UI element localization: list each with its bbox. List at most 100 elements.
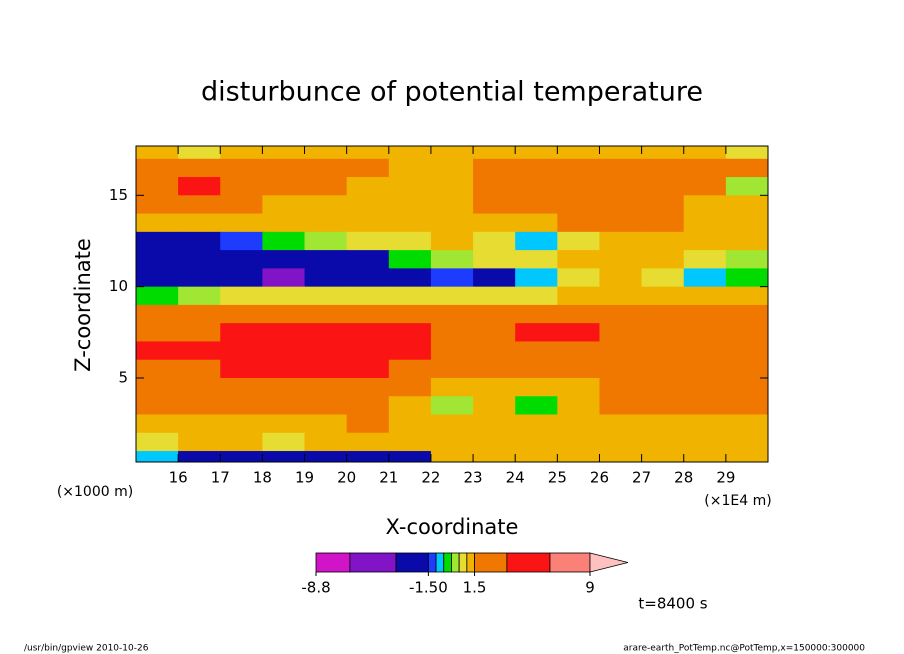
contour-cell — [346, 286, 390, 306]
x-tick-label: 27 — [632, 469, 651, 487]
y-tick-label: 15 — [109, 186, 128, 204]
contour-cell — [136, 323, 179, 343]
contour-cell — [683, 231, 727, 251]
contour-cell — [725, 323, 768, 343]
contour-cell — [178, 451, 221, 462]
contour-cell — [346, 341, 390, 361]
contour-cell — [430, 377, 474, 397]
contour-cell — [473, 432, 516, 452]
contour-cell — [430, 158, 474, 178]
contour-cell — [346, 432, 390, 452]
contour-cell — [473, 177, 516, 196]
contour-cell — [304, 432, 348, 452]
contour-cell — [641, 250, 685, 269]
contour-cell — [557, 432, 601, 452]
contour-cell — [178, 231, 221, 251]
contour-cell — [641, 195, 685, 215]
contour-cell — [599, 146, 643, 160]
contour-cell — [262, 377, 306, 397]
contour-cell — [220, 146, 263, 160]
contour-cell — [346, 250, 390, 269]
contour-cell — [178, 158, 221, 178]
contour-cell — [178, 396, 221, 416]
x-tick-label: 19 — [295, 469, 314, 487]
contour-cell — [599, 286, 643, 306]
colorbar-segment — [315, 552, 351, 573]
contour-cell — [178, 213, 221, 233]
contour-cell — [388, 146, 432, 160]
x-tick-label: 25 — [548, 469, 567, 487]
contour-cell — [388, 341, 432, 361]
contour-cell — [515, 414, 558, 434]
contour-cell — [346, 359, 390, 379]
contour-cell — [388, 377, 432, 397]
contour-cell — [683, 323, 727, 343]
contour-cell — [262, 396, 306, 416]
contour-cell — [599, 158, 643, 178]
contour-cell — [304, 158, 348, 178]
contour-cell — [725, 231, 768, 251]
contour-cell — [178, 177, 221, 196]
contour-cell — [599, 177, 643, 196]
contour-cell — [136, 451, 179, 462]
colorbar-segment — [506, 552, 551, 573]
contour-cell — [557, 359, 601, 379]
contour-cell — [304, 146, 348, 160]
contour-cell — [178, 304, 221, 324]
colorbar-segment — [474, 552, 508, 573]
x-tick-label: 18 — [253, 469, 272, 487]
contour-cell — [473, 250, 516, 269]
x-tick-label: 28 — [674, 469, 693, 487]
contour-cell — [725, 304, 768, 324]
contour-cell — [304, 195, 348, 215]
footer-left: /usr/bin/gpview 2010-10-26 — [24, 644, 149, 654]
contour-cell — [220, 177, 263, 196]
contour-cell — [599, 231, 643, 251]
contour-cell — [136, 414, 179, 434]
contour-cell — [515, 396, 558, 416]
contour-cell — [136, 341, 179, 361]
contour-cell — [262, 231, 306, 251]
y-unit: (×1000 m) — [57, 484, 133, 500]
contour-cell — [388, 396, 432, 416]
contour-cell — [473, 213, 516, 233]
contour-cell — [557, 268, 601, 288]
contour-cell — [557, 250, 601, 269]
contour-cell — [430, 268, 474, 288]
contour-cell — [557, 304, 601, 324]
contour-cell — [220, 396, 263, 416]
contour-cell — [515, 341, 558, 361]
contour-cell — [430, 396, 474, 416]
contour-cell — [430, 177, 474, 196]
contour-cell — [304, 341, 348, 361]
contour-cell — [725, 451, 768, 462]
colorbar-segment — [458, 552, 468, 573]
contour-cell — [262, 195, 306, 215]
contour-cell — [557, 158, 601, 178]
colorbar-segment — [435, 552, 445, 573]
contour-cell — [599, 213, 643, 233]
contour-cell — [515, 323, 558, 343]
contour-cell — [641, 231, 685, 251]
contour-cell — [515, 432, 558, 452]
contour-cell — [388, 231, 432, 251]
contour-cell — [304, 451, 348, 462]
contour-cell — [683, 396, 727, 416]
contour-cell — [262, 451, 306, 462]
contour-cell — [557, 177, 601, 196]
contour-cell — [725, 359, 768, 379]
contour-cell — [683, 341, 727, 361]
contour-cell — [473, 146, 516, 160]
contour-cell — [178, 414, 221, 434]
contour-cell — [262, 304, 306, 324]
contour-cell — [641, 377, 685, 397]
contour-cell — [346, 268, 390, 288]
contour-cell — [599, 451, 643, 462]
contour-cell — [178, 432, 221, 452]
chart-title: disturbunce of potential temperature — [201, 77, 703, 108]
contour-cell — [599, 432, 643, 452]
x-tick-label: 26 — [590, 469, 609, 487]
contour-cell — [262, 158, 306, 178]
contour-cell — [599, 250, 643, 269]
contour-cell — [515, 250, 558, 269]
